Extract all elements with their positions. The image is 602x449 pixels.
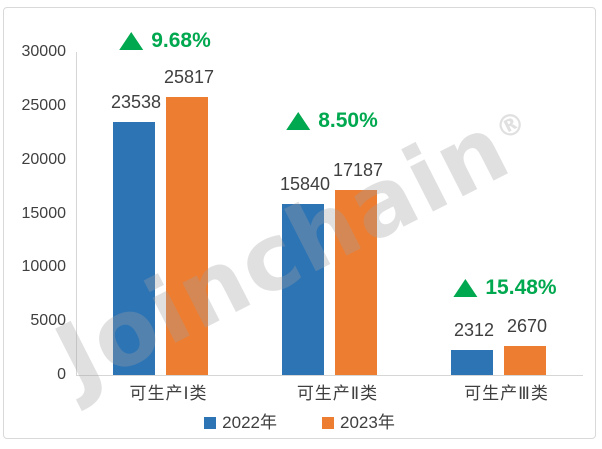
y-axis-tick-label: 0 [57,366,66,383]
triangle-up-icon [453,279,478,297]
bar-2022-group1[interactable] [113,121,155,375]
plot-area: 0 5000 10000 15000 20000 25000 30000 23538 2581… [4,8,595,438]
growth-badge: 8.50% [286,109,378,133]
bar-2023-group3[interactable] [504,346,546,375]
bar-value-label: 2670 [506,316,548,337]
growth-badge: 15.48% [453,276,557,300]
legend-swatch-2023 [322,417,334,429]
growth-percent-label: 9.68% [151,29,211,52]
category-label: 可生产Ⅲ类 [464,384,549,403]
legend-label: 2023年 [340,413,395,432]
chart-legend: 2022年 2023年 [4,414,595,432]
y-axis-tick-label: 25000 [21,96,67,114]
bar-2023-group2[interactable] [335,189,377,375]
bar-2022-group3[interactable] [451,350,493,375]
y-axis-tick-label: 5000 [30,312,66,330]
y-axis-line [76,52,77,375]
bar-value-label: 25817 [163,67,215,88]
bar-2022-group2[interactable] [282,204,324,375]
growth-percent-label: 8.50% [318,109,378,132]
category-label: 可生产Ⅱ类 [296,384,379,403]
chart-panel: 0 5000 10000 15000 20000 25000 30000 23538 2581… [3,7,596,439]
category-label: 可生产Ⅰ类 [129,384,208,403]
x-axis-line [76,375,583,376]
growth-percent-label: 15.48% [485,276,557,299]
bar-value-label: 2312 [453,320,495,341]
bar-2023-group1[interactable] [166,97,208,375]
triangle-up-icon [286,112,311,130]
growth-badge: 9.68% [119,29,211,53]
legend-item-2022[interactable]: 2022年 [204,414,277,432]
triangle-up-icon [119,32,144,50]
bar-value-label: 15840 [279,174,331,195]
legend-swatch-2022 [204,417,217,429]
legend-label: 2022年 [222,413,277,432]
legend-item-2023[interactable]: 2023年 [322,414,395,432]
y-axis-tick-label: 15000 [21,204,67,222]
y-axis-tick-label: 30000 [21,43,67,60]
bar-value-label: 17187 [332,159,384,180]
bar-value-label: 23538 [110,91,162,112]
y-axis-tick-label: 20000 [21,150,67,168]
y-axis-tick-label: 10000 [21,258,67,276]
